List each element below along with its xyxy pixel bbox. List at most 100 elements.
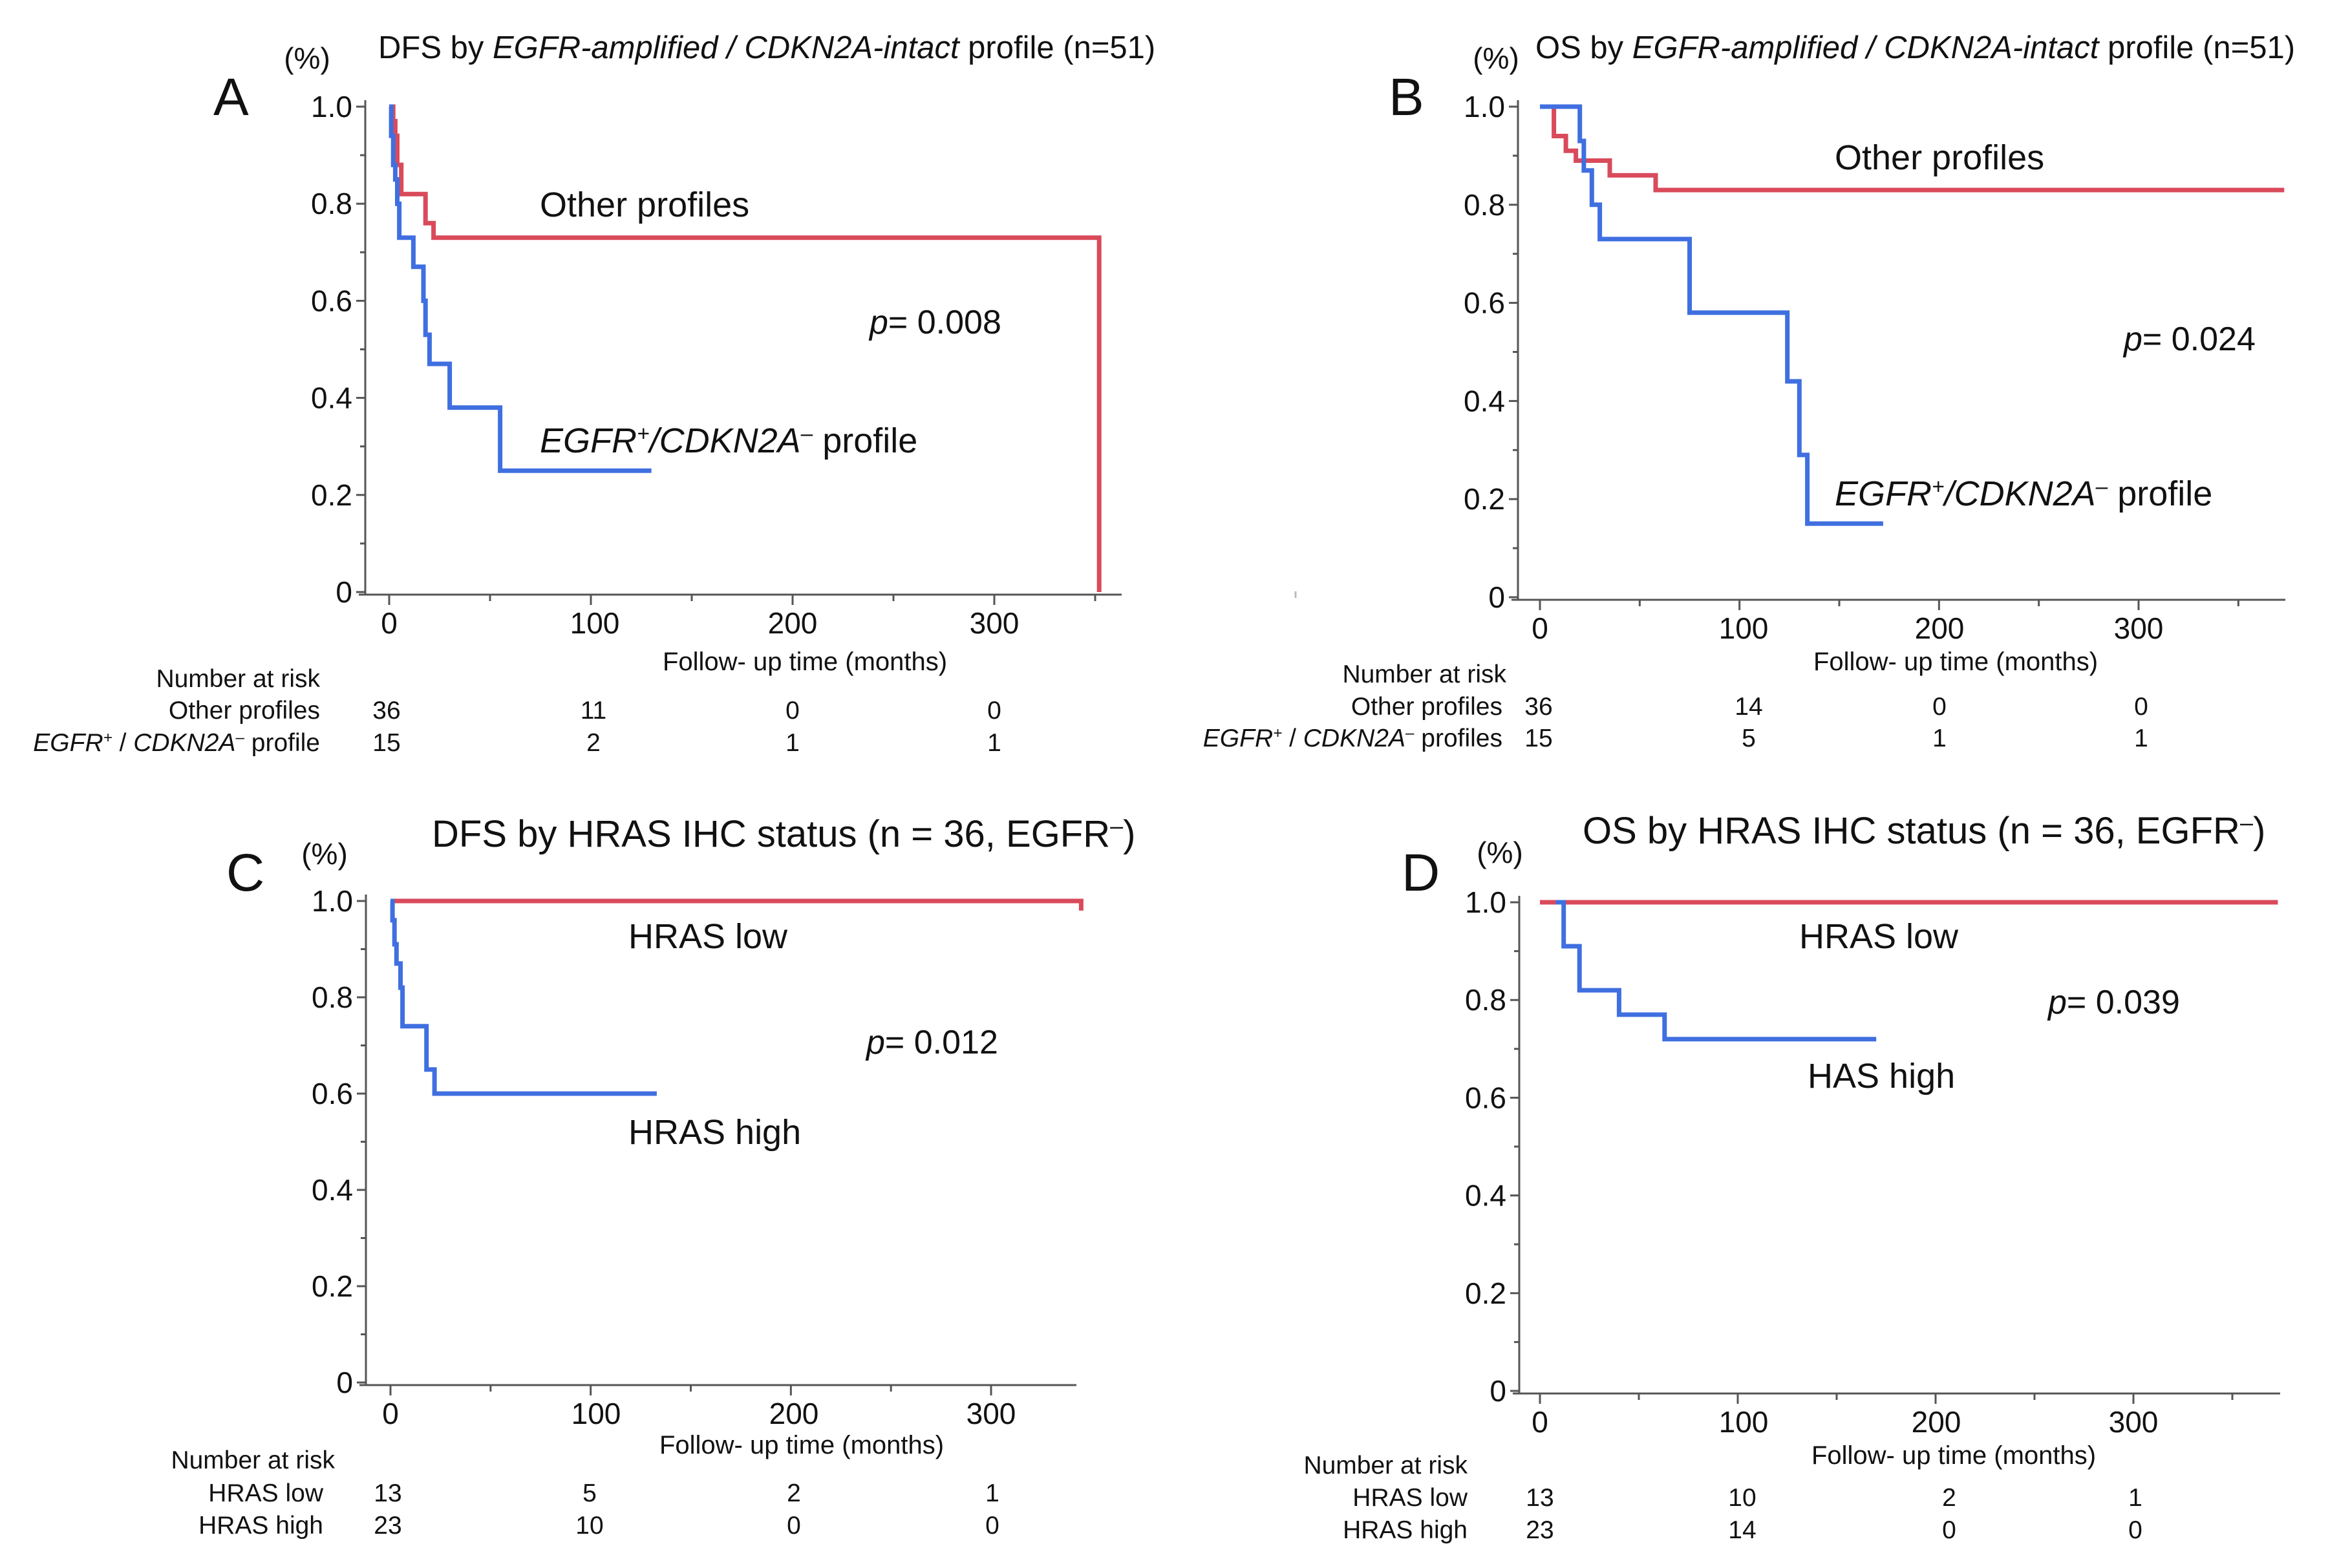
y-tick-label: 0.8 [1465, 983, 1506, 1017]
curve-label-target-part: /CDKN2A [1942, 474, 2096, 513]
curve-label-other: Other profiles [540, 185, 749, 224]
x-tick-label: 300 [2109, 1405, 2159, 1439]
x-axis-label: Follow- up time (months) [1811, 1441, 2096, 1470]
risk-count: 36 [372, 697, 400, 725]
y-tick-label: 0 [336, 575, 352, 609]
risk-row-name: HRAS high [198, 1512, 323, 1540]
risk-row-name: HRAS high [1343, 1516, 1468, 1544]
y-tick-label: 0.8 [312, 980, 353, 1014]
x-tick-label: 200 [1912, 1405, 1961, 1439]
risk-count: 5 [1742, 725, 1756, 752]
risk-count: 13 [1526, 1484, 1554, 1512]
x-tick-label: 200 [768, 606, 818, 640]
curve-label-target-part: HRAS high [628, 1113, 801, 1152]
risk-row-name-part: + [1273, 725, 1282, 742]
x-axis-label: Follow- up time (months) [1813, 648, 2098, 676]
curve-label-other-part: HRAS low [1799, 917, 1959, 956]
p-value: p= 0.024 [2122, 321, 2256, 358]
curve-label-target-part: EGFR [1835, 474, 1932, 513]
curve-label-target: HRAS high [628, 1113, 801, 1152]
risk-count: 1 [2134, 725, 2148, 752]
y-unit-label: (%) [1473, 41, 1519, 75]
y-tick-label: 0.6 [1465, 1081, 1506, 1114]
panel-b: B OS by EGFR-amplified / CDKN2A-intact pr… [1203, 30, 2295, 752]
curve-label-target-part: + [637, 422, 650, 446]
y-unit-label: (%) [1477, 836, 1523, 869]
curve-label-other: Other profiles [1835, 138, 2044, 177]
risk-count: 11 [581, 697, 607, 725]
p-value-number: = 0.024 [2142, 321, 2256, 358]
curve-label-other-part: HRAS low [628, 917, 788, 956]
risk-count: 15 [372, 729, 400, 757]
risk-row-name-part: Other profiles [1351, 693, 1502, 721]
curve-label-other-part: Other profiles [540, 185, 749, 224]
y-tick-label: 1.0 [311, 90, 352, 123]
chart-title: DFS by EGFR-amplified / CDKN2A-intact pr… [378, 30, 1155, 65]
panel-letter: A [213, 68, 249, 127]
p-value-symbol: p [2047, 984, 2067, 1021]
risk-row-name-part: HRAS high [1343, 1516, 1468, 1544]
y-tick-label: 0.4 [1464, 384, 1505, 418]
risk-count: 23 [1526, 1516, 1554, 1544]
curve-label-target-part: EGFR [540, 421, 637, 460]
y-tick-label: 1.0 [312, 884, 353, 918]
risk-row-name-part: HRAS high [198, 1512, 323, 1540]
km-curve-other [390, 898, 1084, 911]
chart-title-part: – [1110, 812, 1123, 839]
risk-row-name-part: CDKN2A [1303, 725, 1405, 752]
x-axis-label: Follow- up time (months) [663, 648, 947, 676]
curve-label-target-part: – [2095, 475, 2108, 499]
risk-count: 1 [1932, 725, 1947, 752]
x-tick-label: 100 [1719, 611, 1769, 645]
risk-row-name-part: HRAS low [208, 1479, 324, 1507]
risk-table-header: Number at risk [171, 1446, 335, 1474]
y-tick-label: 0.2 [311, 478, 352, 512]
chart-title: OS by HRAS IHC status (n = 36, EGFR–) [1583, 809, 2265, 853]
x-tick-label: 200 [1915, 611, 1965, 645]
x-tick-label: 0 [382, 1397, 399, 1430]
km-curve-other [389, 104, 1102, 592]
risk-table-header: Number at risk [1303, 1452, 1468, 1479]
y-tick-label: 0.2 [312, 1269, 353, 1303]
y-tick-label: 0.8 [311, 187, 352, 220]
risk-count: 5 [582, 1479, 597, 1507]
risk-table-header: Number at risk [1342, 661, 1506, 688]
panel-letter: B [1389, 68, 1424, 127]
p-value-symbol: p [2122, 321, 2142, 358]
risk-row-name-part: profile [244, 729, 320, 757]
km-curve-target [389, 104, 652, 473]
risk-count: 2 [586, 729, 601, 757]
y-tick-label: 0.4 [311, 381, 352, 415]
chart-title-part: ) [2253, 810, 2265, 852]
x-tick-label: 300 [2114, 611, 2164, 645]
x-tick-label: 100 [570, 606, 620, 640]
y-tick-label: 0.2 [1464, 482, 1505, 516]
chart-title-part: DFS by [378, 30, 493, 65]
km-curve-other [1540, 104, 2285, 193]
x-tick-label: 300 [967, 1397, 1016, 1430]
risk-row-name-part: CDKN2A [133, 729, 235, 757]
risk-row-name: Other profiles [1351, 693, 1502, 721]
curve-label-target-part: – [800, 422, 813, 446]
panel-letter: C [226, 843, 264, 902]
chart-title-part: profile (n=51) [2099, 30, 2295, 65]
risk-count: 0 [2134, 693, 2148, 721]
risk-count: 1 [985, 1479, 999, 1507]
x-tick-label: 100 [1719, 1405, 1769, 1439]
p-value-number: = 0.008 [888, 304, 1001, 341]
risk-count: 0 [1932, 693, 1947, 721]
y-tick-label: 0 [1490, 1374, 1506, 1408]
p-value: p= 0.039 [2047, 984, 2180, 1021]
risk-count: 2 [1942, 1484, 1956, 1512]
x-axis-label: Follow- up time (months) [659, 1431, 944, 1459]
y-tick-label: 0.4 [312, 1173, 353, 1207]
risk-count: 0 [2128, 1516, 2142, 1544]
p-value-number: = 0.039 [2067, 984, 2180, 1021]
chart-title-part: – [2240, 809, 2253, 836]
risk-count: 0 [985, 1512, 999, 1540]
risk-row-name: Other profiles [169, 697, 320, 725]
risk-count: 0 [785, 697, 800, 725]
curve-label-other: HRAS low [1799, 917, 1959, 956]
risk-row-name-part: HRAS low [1352, 1484, 1468, 1512]
